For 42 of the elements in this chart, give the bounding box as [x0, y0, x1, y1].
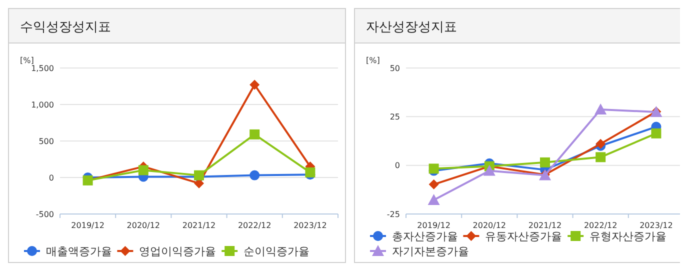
- x-tick-label: 2019/12: [417, 221, 450, 230]
- point: [596, 152, 606, 162]
- y-tick-label: 25: [390, 112, 400, 122]
- point: [250, 80, 260, 90]
- x-tick-label: 2020/12: [126, 221, 160, 230]
- y-tick-label: 0: [48, 173, 54, 182]
- point: [428, 179, 439, 190]
- x-tick-label: 2022/12: [584, 221, 618, 230]
- x-tick-label: 2021/12: [528, 221, 562, 230]
- x-tick-label: 2023/12: [640, 221, 673, 230]
- point: [305, 167, 316, 178]
- legend-label: 매출액증가율: [46, 244, 112, 258]
- legend-label: 유형자산증가율: [590, 230, 667, 243]
- legend-label: 영업이익증가율: [139, 244, 216, 258]
- y-tick-label: 1,500: [31, 64, 54, 73]
- legend-label: 총자산증가율: [392, 230, 458, 243]
- y-axis-title: [%]: [20, 56, 34, 65]
- x-tick-label: 2023/12: [294, 221, 327, 230]
- y-tick-label: -25: [386, 210, 400, 219]
- chart-title: 자산성장성지표: [366, 20, 457, 35]
- legend-label: 순이익증가율: [244, 244, 310, 258]
- x-tick-label: 2022/12: [238, 221, 272, 230]
- x-tick-label: 2019/12: [71, 221, 104, 230]
- chart-title: 수익성장성지표: [20, 20, 111, 35]
- point: [483, 164, 496, 176]
- y-tick-label: 1,000: [31, 100, 54, 110]
- point: [138, 165, 148, 176]
- point: [540, 157, 550, 168]
- y-axis-title: [%]: [366, 56, 380, 65]
- point: [250, 129, 260, 140]
- y-tick-label: 0: [394, 161, 400, 170]
- point: [651, 128, 662, 138]
- y-tick-label: 500: [38, 136, 54, 146]
- x-tick-label: 2021/12: [182, 221, 216, 230]
- y-tick-label: 50: [390, 64, 400, 73]
- legend-label: 자기자본증가율: [392, 244, 469, 258]
- point: [594, 103, 607, 114]
- point: [250, 170, 260, 180]
- y-tick-label: -500: [36, 210, 54, 219]
- x-tick-label: 2020/12: [472, 221, 506, 230]
- legend-label: 유동자산증가율: [485, 230, 562, 243]
- point: [428, 194, 440, 205]
